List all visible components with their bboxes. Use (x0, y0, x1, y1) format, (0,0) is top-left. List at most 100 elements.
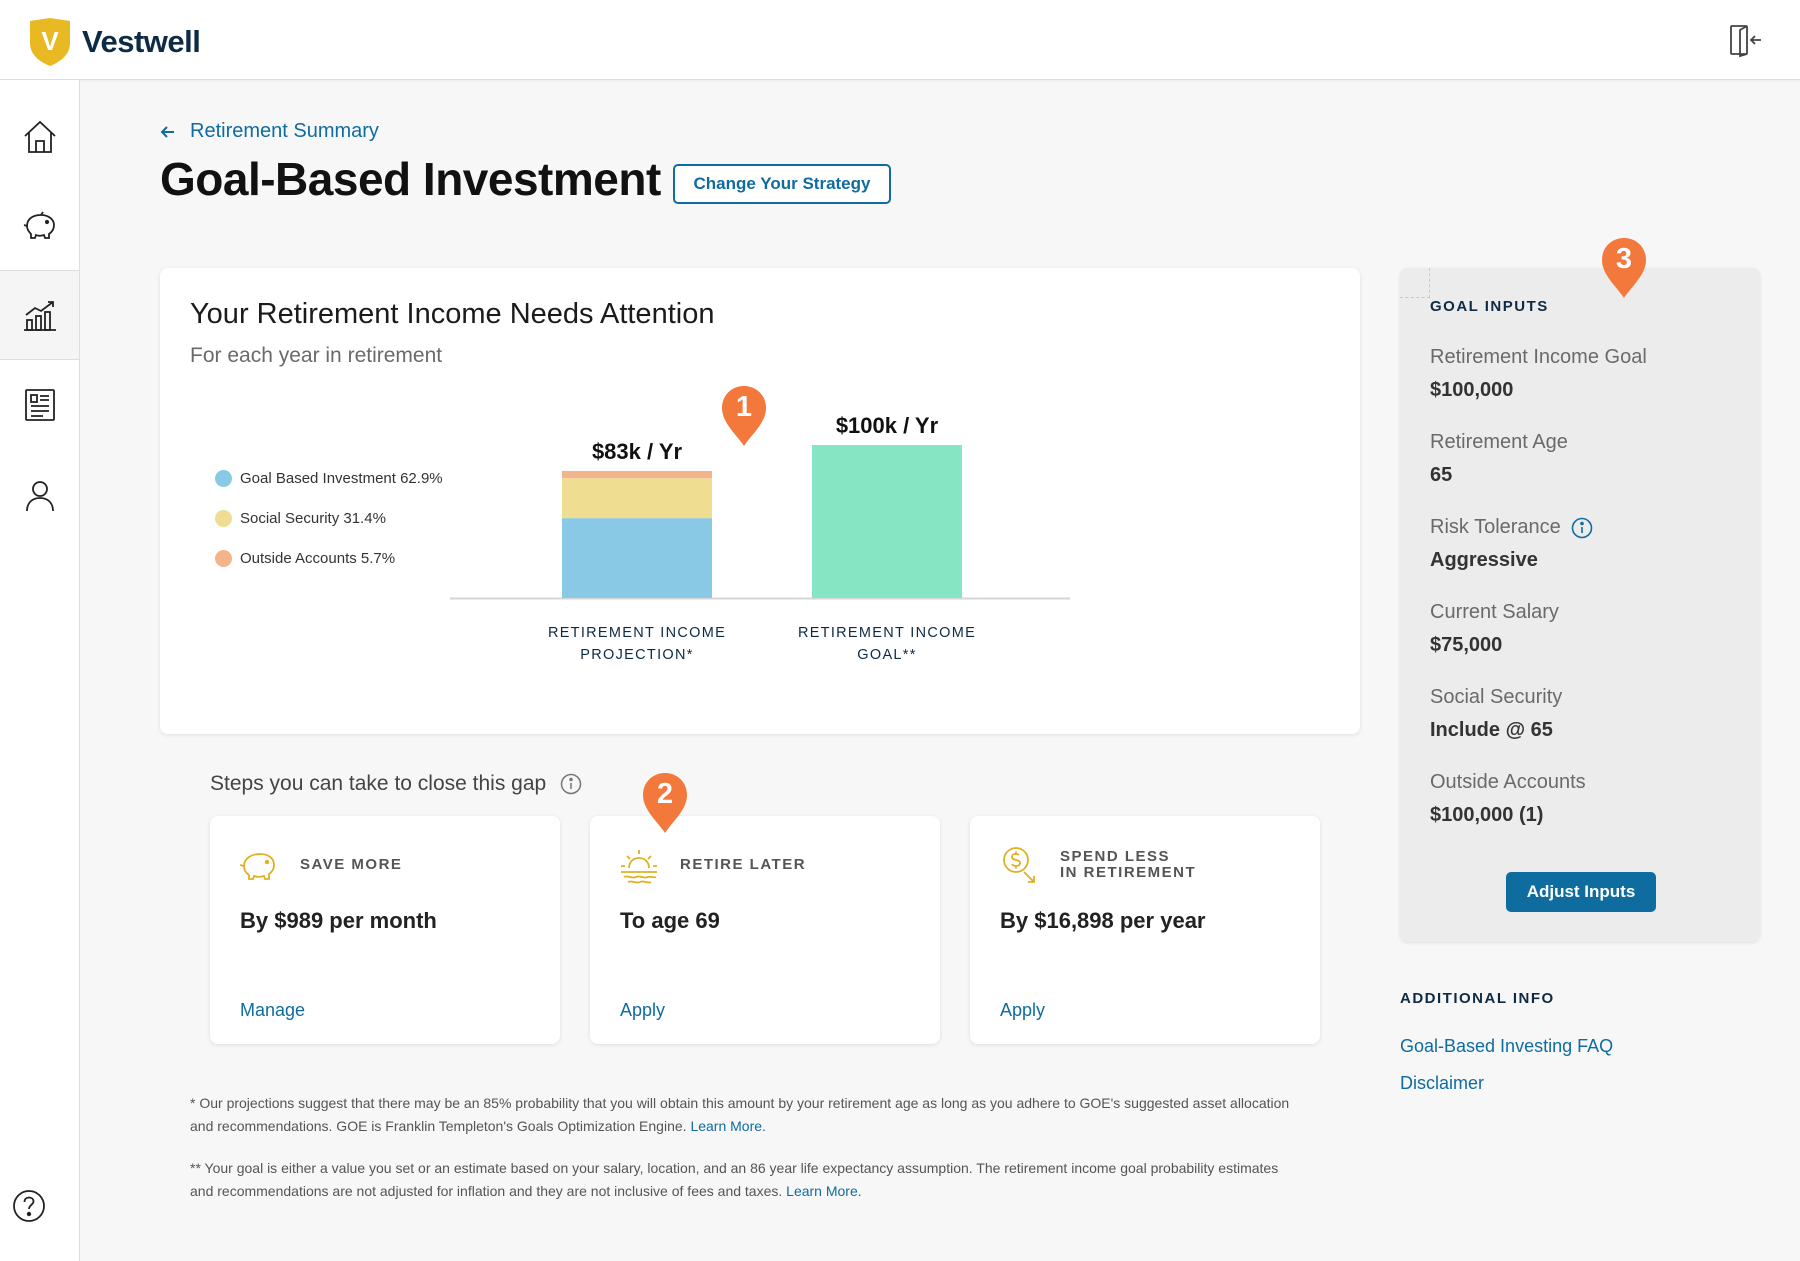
page-title: Goal-Based Investment (160, 153, 661, 205)
nav-savings[interactable] (0, 180, 80, 270)
marker-3: 3 (1601, 237, 1647, 299)
goal-input-label-row: Risk Tolerance (1430, 516, 1593, 539)
side-navigation (0, 80, 80, 1261)
panel-corner-guide (1400, 268, 1430, 298)
info-icon[interactable] (1571, 517, 1593, 539)
bar-segment-1-3 (812, 445, 962, 598)
arrow-left-icon (160, 125, 174, 138)
shield-logo-icon: V (30, 18, 70, 66)
goal-input-value: Include @ 65 (1430, 719, 1553, 741)
goal-input-income-goal: Retirement Income Goal $100,000 (1430, 346, 1647, 402)
step-card-spend-less: SPEND LESS IN RETIREMENT By $16,898 per … (970, 816, 1320, 1044)
growth-chart-icon (23, 301, 56, 331)
goal-input-label: Outside Accounts (1430, 771, 1586, 793)
category-label: PROJECTION* (580, 647, 693, 663)
legend-swatch (215, 549, 232, 567)
legend-swatch (215, 469, 232, 487)
legend-label: Outside Accounts 5.7% (240, 549, 396, 567)
apply-retire-later-link[interactable]: Apply (620, 1000, 666, 1020)
footnote-text: * Our projections suggest that there may… (190, 1095, 1290, 1134)
marker-2: 2 (642, 772, 688, 834)
document-icon (25, 389, 55, 421)
step-value: By $989 per month (240, 908, 437, 933)
help-icon[interactable] (12, 1189, 46, 1223)
step-card-save-more: SAVE MORE By $989 per month Manage (210, 816, 560, 1044)
marker-number: 2 (656, 778, 674, 810)
exit-icon[interactable] (1728, 22, 1764, 58)
step-label-line: IN RETIREMENT (1060, 864, 1197, 881)
money-down-icon (1003, 847, 1035, 883)
legend-item-social-security: Social Security 31.4% (215, 498, 443, 538)
piggy-bank-icon (239, 853, 275, 880)
step-header: SPEND LESS IN RETIREMENT (998, 844, 1196, 886)
map-pin-icon (1602, 238, 1646, 298)
map-pin-icon (722, 386, 766, 446)
goal-input-current-salary: Current Salary $75,000 (1430, 601, 1559, 657)
goal-input-label: Risk Tolerance (1430, 516, 1561, 538)
step-label: SPEND LESS IN RETIREMENT (1060, 849, 1196, 881)
bar-data-label: $100k / Yr (836, 413, 939, 438)
manage-link[interactable]: Manage (240, 1000, 306, 1020)
nav-investments[interactable] (0, 270, 79, 360)
goal-inputs-panel: GOAL INPUTS Retirement Income Goal $100,… (1400, 268, 1760, 942)
chart-svg: $83k / Yr RETIREMENT INCOME PROJECTION* $10… (450, 413, 1070, 663)
brand-name: Vestwell (82, 24, 201, 59)
category-label: RETIREMENT INCOME (548, 625, 726, 641)
marker-number: 1 (735, 391, 753, 423)
legend-swatch (215, 509, 232, 527)
back-link-label: Retirement Summary (190, 120, 379, 142)
step-label: RETIRE LATER (680, 857, 806, 873)
adjust-inputs-button[interactable]: Adjust Inputs (1506, 872, 1656, 912)
sunset-icon (621, 850, 657, 884)
step-value: To age 69 (620, 908, 720, 933)
goal-input-risk-tolerance: Risk Tolerance Aggressive (1430, 516, 1593, 572)
disclaimer-link[interactable]: Disclaimer (1400, 1073, 1485, 1093)
logo-letter: V (41, 26, 59, 56)
legend-item-outside-accounts: Outside Accounts 5.7% (215, 538, 443, 578)
learn-more-link[interactable]: Learn More. (786, 1183, 862, 1199)
legend-label: Social Security 31.4% (240, 509, 386, 527)
card-title: Your Retirement Income Needs Attention (190, 298, 715, 330)
learn-more-link[interactable]: Learn More. (690, 1118, 766, 1134)
goal-input-retirement-age: Retirement Age 65 (1430, 431, 1568, 487)
bar-segment-0-2 (562, 471, 712, 479)
top-header: V Vestwell (0, 0, 1800, 80)
category-label: GOAL** (857, 647, 916, 663)
piggy-bank-icon (23, 211, 55, 239)
goal-input-value: $75,000 (1430, 634, 1503, 656)
goal-input-label: Social Security (1430, 686, 1563, 708)
footnote-projection: * Our projections suggest that there may… (190, 1092, 1300, 1138)
step-value: By $16,898 per year (1000, 908, 1206, 933)
goal-based-investing-faq-link[interactable]: Goal-Based Investing FAQ (1400, 1036, 1614, 1056)
step-label-line: SPEND LESS (1060, 848, 1171, 865)
goal-input-value: $100,000 (1) (1430, 804, 1544, 826)
step-label-line: RETIRE LATER (680, 856, 807, 873)
home-icon (24, 120, 56, 153)
step-card-retire-later: RETIRE LATER To age 69 Apply (590, 816, 940, 1044)
apply-spend-less-link[interactable]: Apply (1000, 1000, 1046, 1020)
legend-item-goal-based-investment: Goal Based Investment 62.9% (215, 458, 443, 498)
goal-input-social-security: Social Security Include @ 65 (1430, 686, 1562, 742)
steps-title: Steps you can take to close this gap (210, 772, 547, 795)
step-label: SAVE MORE (300, 857, 402, 873)
goal-inputs-title: GOAL INPUTS (1430, 298, 1549, 315)
bar-segment-0-1 (562, 478, 712, 519)
step-header: SAVE MORE (238, 844, 402, 886)
marker-number: 3 (1615, 243, 1633, 275)
nav-profile[interactable] (0, 450, 80, 540)
vestwell-logo[interactable]: V Vestwell (28, 17, 201, 67)
goal-input-label: Retirement Income Goal (1430, 346, 1647, 368)
goal-input-value: $100,000 (1430, 379, 1514, 401)
footnote-goal: ** Your goal is either a value you set o… (190, 1157, 1300, 1203)
map-pin-icon (643, 773, 687, 833)
nav-home[interactable] (0, 92, 80, 182)
income-bar-chart: $83k / Yr RETIREMENT INCOME PROJECTION* $10… (450, 413, 1070, 718)
goal-input-value: 65 (1430, 464, 1453, 486)
category-label: RETIREMENT INCOME (798, 625, 976, 641)
info-icon[interactable] (560, 773, 582, 795)
back-to-retirement-summary[interactable]: Retirement Summary (160, 120, 379, 143)
nav-documents[interactable] (0, 360, 80, 450)
bar-segment-0-0 (562, 518, 712, 598)
change-strategy-button[interactable]: Change Your Strategy (673, 164, 891, 204)
bar-data-label: $83k / Yr (592, 439, 683, 464)
